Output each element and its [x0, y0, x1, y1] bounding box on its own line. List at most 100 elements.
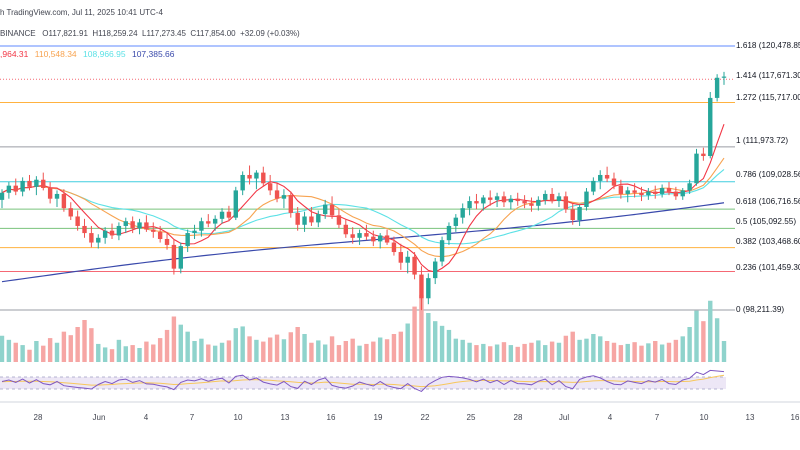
candle-body: [316, 214, 321, 223]
candle-body: [102, 230, 108, 238]
x-tick-label: 19: [373, 413, 383, 422]
symbol-label: BINANCE: [0, 29, 36, 38]
x-tick-label: 13: [280, 413, 290, 422]
volume-bar: [721, 341, 727, 362]
fib-label-0786: 0.786 (109,028.56): [735, 170, 800, 179]
volume-bar: [481, 343, 486, 362]
volume-bar: [460, 339, 465, 362]
candle-body: [446, 225, 452, 241]
candle-body: [653, 191, 658, 194]
candle-body: [212, 218, 218, 224]
candle-body: [543, 193, 548, 200]
volume-bar: [357, 345, 362, 362]
volume-bar: [281, 339, 287, 362]
volume-bar: [185, 331, 190, 362]
candle-body: [632, 190, 637, 193]
volume-bar: [178, 324, 183, 362]
volume-bar: [6, 339, 12, 362]
volume-bar: [274, 334, 280, 362]
candle-body: [261, 172, 266, 184]
volume-bar: [625, 343, 630, 362]
ma-line-4: [1, 202, 725, 283]
volume-bar: [261, 341, 266, 362]
candle-body: [646, 191, 651, 196]
candle-body: [109, 230, 115, 236]
candle-body: [199, 221, 204, 231]
volume-bar: [680, 336, 685, 362]
open-value: O117,821.91: [42, 29, 88, 38]
volume-bar: [336, 345, 342, 362]
volume-bar: [226, 340, 232, 362]
candle-body: [20, 180, 25, 192]
volume-bar: [714, 318, 720, 362]
candle-body: [157, 231, 163, 239]
rsi-panel: [0, 369, 726, 392]
volume-bar: [102, 347, 108, 362]
ohlc-row: BINANCE O117,821.91 H118,259.24 L117,273…: [0, 29, 300, 38]
volume-bar: [549, 341, 555, 362]
candle-body: [371, 236, 376, 242]
x-tick-label: 16: [790, 413, 800, 422]
fib-lines: [0, 45, 735, 311]
candle-body: [137, 222, 142, 229]
candle-body: [302, 216, 307, 225]
volume-bar: [384, 339, 390, 362]
candle-body: [96, 237, 101, 243]
candle-body: [47, 188, 53, 199]
x-tick-label: 10: [699, 413, 709, 422]
volume-bar: [584, 338, 589, 362]
ma4-value: 107,385.66: [131, 49, 175, 59]
candle-body: [68, 208, 73, 217]
candle-body: [75, 216, 80, 226]
volume-bar: [247, 336, 252, 362]
volume-bar: [639, 345, 644, 362]
volume-bar: [604, 341, 610, 362]
candle-body: [178, 246, 183, 269]
ma1-value: ,964.31: [0, 49, 29, 59]
candle-body: [226, 211, 232, 218]
candle-body: [536, 199, 541, 206]
x-tick-label: 22: [420, 413, 430, 422]
source-text: h TradingView.com, Jul 11, 2025 10:41 UT…: [0, 8, 163, 17]
volume-bar: [536, 340, 541, 362]
candle-body: [398, 252, 404, 263]
volume-bar: [501, 342, 507, 362]
fib-label-1272: 1.272 (115,717.00): [735, 93, 800, 102]
candle-body: [350, 234, 355, 238]
candle-body: [384, 235, 390, 243]
volume-bar: [666, 342, 672, 362]
volume-bar: [556, 342, 562, 362]
candle-body: [549, 193, 555, 202]
volume-bar: [20, 345, 25, 362]
candle-body: [123, 221, 128, 226]
volume-bar: [54, 342, 60, 362]
volume-bar: [598, 336, 603, 362]
candle-body: [6, 185, 12, 193]
x-tick-label: Jul: [558, 413, 570, 422]
candle-body: [281, 195, 287, 199]
volume-bar: [391, 334, 397, 362]
candle-body: [336, 215, 342, 225]
volume-bar: [288, 332, 293, 362]
candle-body: [295, 212, 300, 225]
x-tick-label: 4: [143, 413, 149, 422]
header-source: h TradingView.com, Jul 11, 2025 10:41 UT…: [0, 8, 163, 17]
candle-body: [364, 233, 369, 237]
ma-line-2: [1, 157, 725, 258]
candle-body: [391, 242, 397, 253]
candle-body: [591, 180, 596, 192]
x-tick-label: 7: [654, 413, 660, 422]
candle-body: [412, 256, 417, 275]
volume-bar: [371, 341, 376, 362]
volume-bar: [302, 334, 307, 362]
volume-bar: [109, 349, 115, 362]
candle-body: [89, 233, 94, 243]
volume-bar: [212, 345, 218, 362]
candle-body: [254, 172, 259, 179]
candle-body: [377, 235, 383, 242]
ma3-value: 108,966.95: [83, 49, 126, 59]
candle-body: [467, 201, 472, 209]
volume-bar: [453, 338, 459, 362]
candle-body: [192, 230, 197, 234]
volume-bar: [646, 343, 651, 362]
